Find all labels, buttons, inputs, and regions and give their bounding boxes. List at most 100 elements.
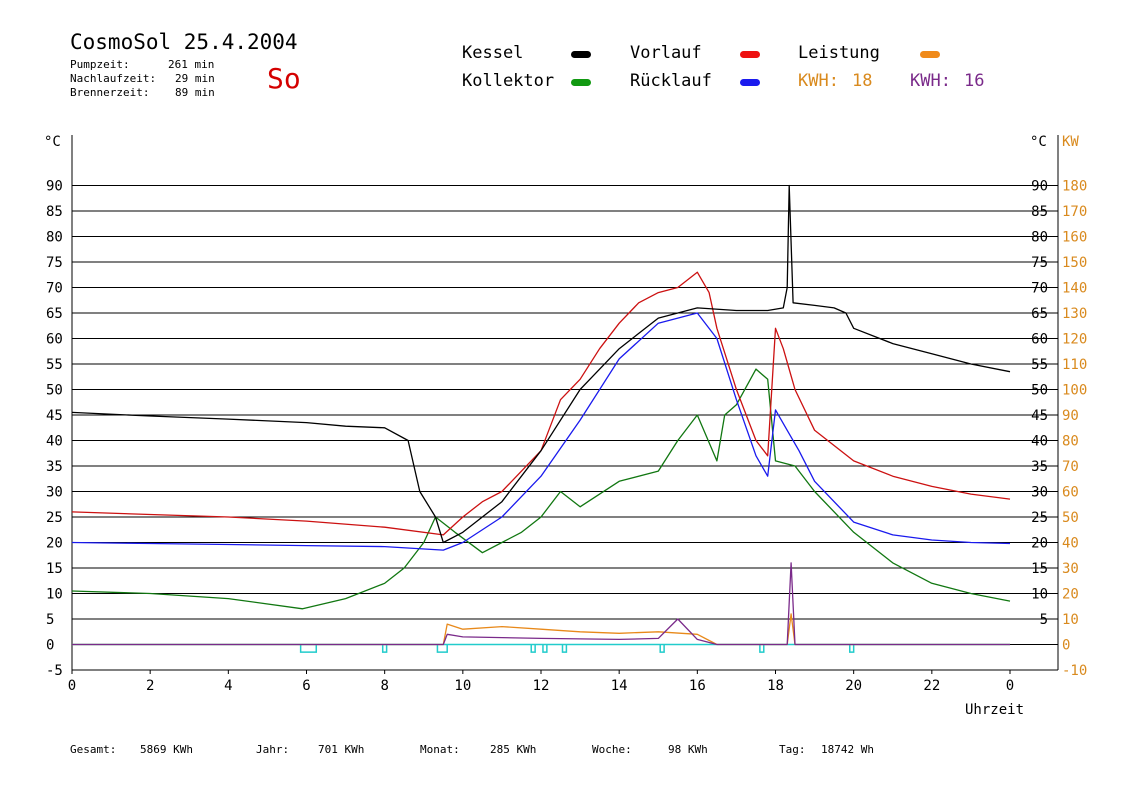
y-tick-right-degree: 85 [1031, 204, 1048, 220]
grid-lines [71, 135, 1059, 674]
brennerzeit-label: Brennerzeit: [70, 86, 150, 99]
legend-kessel-swatch [571, 51, 591, 58]
y-tick-right-kw: 70 [1062, 459, 1079, 475]
pump-on-interval [436, 644, 448, 653]
legend-leistung-label: Leistung [798, 43, 880, 63]
tick-labels: -505101520253035404550556065707580859051… [44, 134, 1087, 694]
y-tick-left: 20 [46, 536, 63, 552]
y-tick-right-kw: 100 [1062, 383, 1087, 399]
series-line-leistung [72, 613, 1010, 646]
pump-on-interval [849, 644, 855, 653]
series-line-kessel [71, 184, 1011, 544]
y-tick-right-degree: 20 [1031, 536, 1048, 552]
y-tick-right-kw: 0 [1062, 638, 1070, 654]
footer-gesamt-label: Gesamt: [70, 743, 117, 756]
y-unit-kw: KW [1062, 134, 1079, 150]
y-tick-left: 90 [46, 179, 63, 195]
footer-woche-label: Woche: [592, 743, 632, 756]
series-line-kollektor [71, 368, 1011, 610]
y-tick-left: -5 [46, 663, 63, 679]
footer-monat-label: Monat: [420, 743, 460, 756]
y-tick-left: 85 [46, 204, 63, 220]
y-tick-right-kw: 120 [1062, 332, 1087, 348]
y-tick-right-kw: 80 [1062, 434, 1079, 450]
y-tick-left: 50 [46, 383, 63, 399]
pump-on-interval [659, 644, 665, 653]
x-tick: 20 [845, 678, 862, 694]
y-tick-left: 25 [46, 510, 63, 526]
y-tick-left: 80 [46, 230, 63, 246]
y-tick-left: 5 [46, 612, 54, 628]
y-tick-right-kw: 180 [1062, 179, 1087, 195]
y-tick-right-degree: 45 [1031, 408, 1048, 424]
footer-woche-value: 98 KWh [668, 743, 708, 756]
y-tick-right-degree: 15 [1031, 561, 1048, 577]
pumpzeit-value: 261 min [168, 58, 215, 71]
y-tick-right-kw: 140 [1062, 281, 1087, 297]
footer-jahr-value: 701 KWh [318, 743, 365, 756]
legend-kwh1-value: 18 [852, 71, 873, 91]
y-tick-right-kw: 170 [1062, 204, 1087, 220]
y-tick-right-kw: 50 [1062, 510, 1079, 526]
y-tick-right-kw: 110 [1062, 357, 1087, 373]
chart-title: CosmoSol 25.4.2004 [70, 30, 298, 54]
legend-leistung-swatch [920, 51, 940, 58]
pump-status-line [72, 643, 1010, 653]
y-unit-right: °C [1030, 134, 1047, 150]
y-tick-right-kw: 130 [1062, 306, 1087, 322]
y-tick-left: 70 [46, 281, 63, 297]
footer-monat-value: 285 KWh [490, 743, 537, 756]
y-tick-right-kw: 160 [1062, 230, 1087, 246]
series-group [71, 184, 1011, 646]
legend-kollektor-label: Kollektor [462, 71, 555, 91]
y-tick-right-kw: -10 [1062, 663, 1087, 679]
y-tick-left: 15 [46, 561, 63, 577]
footer-tag-label: Tag: [779, 743, 806, 756]
y-tick-right-degree: 10 [1031, 587, 1048, 603]
series-line-ruecklauf [71, 312, 1011, 551]
legend-vorlauf-label: Vorlauf [630, 43, 702, 63]
x-axis-label: Uhrzeit [965, 702, 1025, 718]
y-tick-left: 0 [46, 638, 54, 654]
y-tick-right-kw: 40 [1062, 536, 1079, 552]
x-tick: 6 [302, 678, 310, 694]
legend-kessel-label: Kessel [462, 43, 524, 63]
y-tick-right-kw: 30 [1062, 561, 1079, 577]
pump-on-interval [561, 644, 568, 653]
series-line-vorlauf [71, 271, 1011, 536]
y-tick-right-kw: 20 [1062, 587, 1079, 603]
x-tick: 16 [689, 678, 706, 694]
weekday-label: So [267, 62, 301, 95]
pump-on-interval [759, 644, 765, 653]
y-tick-right-degree: 55 [1031, 357, 1048, 373]
footer-jahr-label: Jahr: [256, 743, 290, 756]
footer-tag-value: 18742 Wh [821, 743, 874, 756]
legend-kwh1-label: KWH: [798, 71, 839, 91]
legend-kwh2-value: 16 [964, 71, 985, 91]
y-tick-right-degree: 90 [1031, 179, 1048, 195]
x-tick: 22 [923, 678, 940, 694]
x-tick: 14 [611, 678, 628, 694]
y-tick-right-degree: 30 [1031, 485, 1048, 501]
legend-kollektor-swatch [571, 79, 591, 86]
y-tick-left: 40 [46, 434, 63, 450]
footer-gesamt-value: 5869 KWh [140, 743, 193, 756]
y-tick-right-degree: 25 [1031, 510, 1048, 526]
nachlaufzeit-label: Nachlaufzeit: [70, 72, 157, 85]
pumpzeit-label: Pumpzeit: [70, 58, 130, 71]
x-tick: 18 [767, 678, 784, 694]
y-tick-left: 30 [46, 485, 63, 501]
x-tick: 0 [68, 678, 76, 694]
y-unit-left: °C [44, 134, 61, 150]
pump-on-interval [299, 644, 318, 653]
x-tick: 12 [533, 678, 550, 694]
y-tick-left: 55 [46, 357, 63, 373]
legend-vorlauf-swatch [740, 51, 760, 58]
y-tick-right-degree: 60 [1031, 332, 1048, 348]
y-tick-right-degree: 65 [1031, 306, 1048, 322]
y-tick-left: 65 [46, 306, 63, 322]
y-tick-right-degree: 50 [1031, 383, 1048, 399]
pump-on-interval [542, 644, 548, 653]
y-tick-right-degree: 70 [1031, 281, 1048, 297]
